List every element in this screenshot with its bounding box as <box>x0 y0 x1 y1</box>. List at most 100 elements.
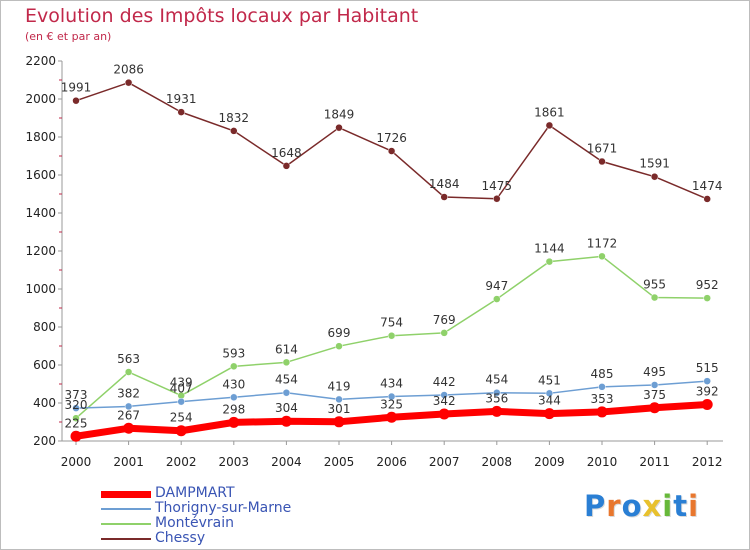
data-label: 320 <box>65 398 88 412</box>
data-point <box>598 157 606 166</box>
data-point <box>596 406 608 418</box>
data-label: 225 <box>65 416 88 430</box>
data-label: 769 <box>433 313 456 327</box>
data-label: 754 <box>380 316 403 330</box>
data-label: 454 <box>275 373 298 387</box>
data-label: 325 <box>380 397 403 411</box>
y-tick-label: 1200 <box>25 244 56 258</box>
data-label: 373 <box>65 388 88 402</box>
legend-swatch <box>101 523 151 525</box>
x-tick-label: 2006 <box>376 455 407 469</box>
data-point <box>703 377 711 385</box>
legend-label: Montévrain <box>155 515 235 531</box>
data-label: 342 <box>433 394 456 408</box>
data-point <box>493 388 501 397</box>
data-label: 353 <box>591 392 614 406</box>
data-point <box>491 405 503 417</box>
data-point <box>335 395 343 404</box>
y-tick-label: 400 <box>33 396 56 410</box>
x-tick-label: 2005 <box>324 455 355 469</box>
y-tick-label: 600 <box>33 358 56 372</box>
data-point <box>440 391 448 399</box>
data-point <box>124 368 133 376</box>
data-label: 1591 <box>639 157 670 171</box>
data-point <box>177 397 185 406</box>
data-label: 344 <box>538 394 561 408</box>
data-label: 1648 <box>271 146 302 160</box>
data-label: 515 <box>696 361 719 375</box>
data-label: 1861 <box>534 105 565 119</box>
data-label: 1991 <box>61 81 92 95</box>
data-point <box>177 108 185 116</box>
data-label: 1144 <box>534 242 565 256</box>
data-point <box>703 195 711 203</box>
y-tick-label: 2200 <box>25 54 56 68</box>
data-point <box>282 358 291 367</box>
data-label: 442 <box>433 375 456 389</box>
data-point <box>123 422 135 434</box>
data-point <box>72 414 80 422</box>
data-label: 952 <box>696 278 719 292</box>
data-point <box>228 416 240 428</box>
data-point <box>703 294 711 302</box>
data-point <box>333 416 345 428</box>
data-label: 407 <box>170 382 193 396</box>
data-point <box>598 383 606 391</box>
data-point <box>650 172 659 181</box>
data-label: 495 <box>643 365 666 379</box>
x-tick-label: 2001 <box>113 455 144 469</box>
data-label: 267 <box>117 408 140 422</box>
data-label: 1172 <box>587 236 618 250</box>
data-label: 1849 <box>324 108 355 122</box>
y-tick-label: 1800 <box>25 130 56 144</box>
data-label: 454 <box>485 373 508 387</box>
data-label: 1832 <box>219 111 250 125</box>
y-tick-label: 200 <box>33 434 56 448</box>
x-tick-label: 2003 <box>219 455 250 469</box>
y-tick-label: 2000 <box>25 92 56 106</box>
data-label: 1671 <box>587 142 618 156</box>
legend-label: Thorigny-sur-Marne <box>155 500 292 516</box>
data-point <box>387 147 396 155</box>
data-point <box>545 257 554 266</box>
legend-label: Chessy <box>155 530 206 546</box>
x-tick-label: 2007 <box>429 455 460 469</box>
data-label: 382 <box>117 386 140 400</box>
data-point <box>545 121 554 130</box>
x-tick-label: 2012 <box>692 455 723 469</box>
data-label: 485 <box>591 367 614 381</box>
data-label: 955 <box>643 278 666 292</box>
x-tick-label: 2000 <box>61 455 92 469</box>
y-tick-label: 1000 <box>25 282 56 296</box>
x-tick-label: 2010 <box>587 455 618 469</box>
legend-swatch <box>101 538 151 540</box>
data-label: 301 <box>328 402 351 416</box>
data-label: 1475 <box>482 179 513 193</box>
data-point <box>175 425 187 437</box>
data-point <box>282 388 291 397</box>
data-point <box>72 96 80 105</box>
legend-swatch <box>101 491 151 498</box>
data-point <box>545 389 554 398</box>
legend-item: DAMPMART <box>101 485 401 501</box>
x-tick-label: 2008 <box>482 455 513 469</box>
x-tick-label: 2004 <box>271 455 302 469</box>
data-label: 419 <box>328 379 351 393</box>
data-point <box>649 402 661 414</box>
data-point <box>701 399 713 411</box>
data-point <box>493 195 501 203</box>
data-label: 451 <box>538 373 561 387</box>
data-label: 593 <box>222 346 245 360</box>
legend-item: Chessy <box>101 530 401 546</box>
proxiti-logo: Proxiti <box>584 489 700 523</box>
legend-label: DAMPMART <box>155 485 235 501</box>
chart-subtitle: (en € et par an) <box>25 30 112 43</box>
data-point <box>72 404 80 412</box>
x-tick-label: 2009 <box>534 455 565 469</box>
data-label: 254 <box>170 411 193 425</box>
data-point <box>387 392 396 401</box>
data-point <box>70 430 82 442</box>
data-label: 375 <box>643 388 666 402</box>
data-point <box>440 193 448 201</box>
